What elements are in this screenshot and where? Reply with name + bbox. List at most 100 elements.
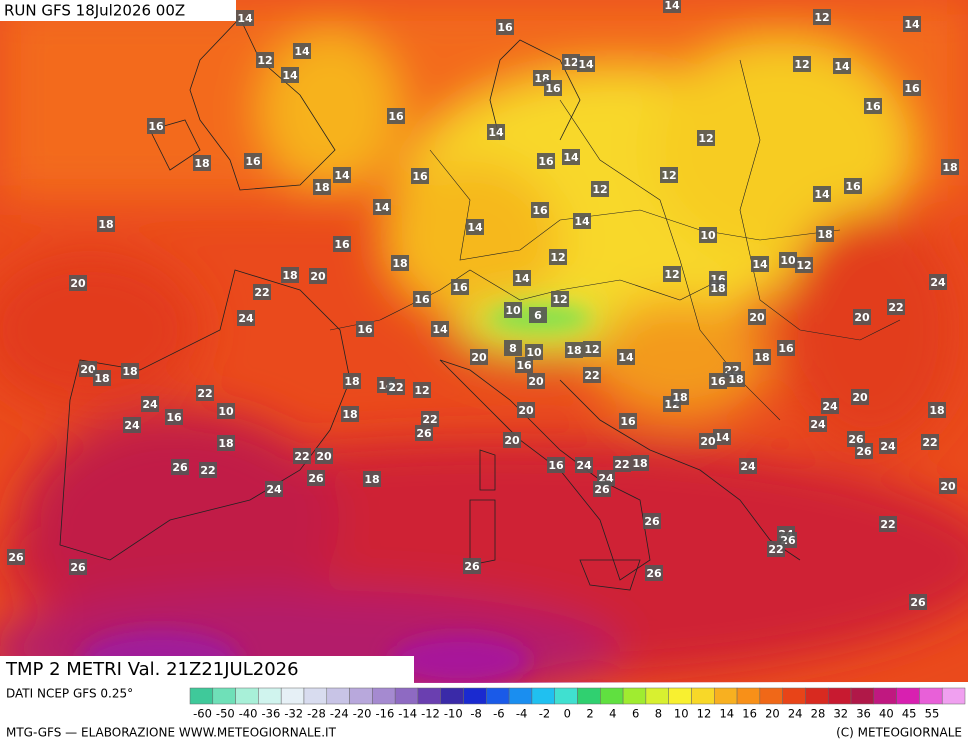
scale-label: 4 <box>609 707 616 721</box>
label-box <box>293 43 311 59</box>
label-box <box>748 309 766 325</box>
temperature-label: 14 <box>467 221 483 234</box>
label-box <box>244 153 262 169</box>
label-box <box>217 403 235 419</box>
temperature-label: 26 <box>848 433 864 446</box>
scale-swatch <box>850 687 875 705</box>
scale-swatch <box>600 687 624 705</box>
temperature-label: 14 <box>834 60 850 73</box>
temperature-label: 16 <box>452 281 468 294</box>
temperature-label: 18 <box>672 391 687 404</box>
scale-swatch <box>736 687 761 705</box>
temperature-label: 20 <box>504 434 520 447</box>
temperature-label: 24 <box>880 440 896 453</box>
temperature-label: 24 <box>266 483 282 496</box>
temperature-label: 24 <box>124 419 140 432</box>
label-box <box>515 357 533 373</box>
label-box <box>93 370 111 386</box>
label-box <box>504 340 522 356</box>
source-label: DATI NCEP GFS 0.25° <box>6 687 133 701</box>
label-box <box>631 455 649 471</box>
temperature-label: 12 <box>550 251 565 264</box>
label-box <box>387 108 405 124</box>
temperature-label: 14 <box>574 215 590 228</box>
label-box <box>341 406 359 422</box>
temperature-label: 26 <box>70 561 86 574</box>
temperature-label: 24 <box>930 276 946 289</box>
label-box <box>565 342 583 358</box>
label-box <box>909 594 927 610</box>
map-title: TMP 2 METRI Val. 21Z21JUL2026 <box>5 659 299 680</box>
scale-swatch <box>691 687 715 705</box>
temperature-label: 26 <box>856 445 872 458</box>
label-box <box>583 367 601 383</box>
label-box <box>253 284 271 300</box>
temperature-label: 12 <box>414 384 429 397</box>
temperature-label: 14 <box>432 323 448 336</box>
label-box <box>887 299 905 315</box>
temperature-label: 10 <box>700 229 716 242</box>
scale-label: 14 <box>719 707 734 721</box>
label-box <box>813 9 831 25</box>
temperature-label: 14 <box>814 188 830 201</box>
label-box <box>391 255 409 271</box>
temperature-label: 26 <box>646 567 662 580</box>
label-box <box>525 344 543 360</box>
label-box <box>671 389 689 405</box>
temperature-label: 26 <box>172 461 188 474</box>
temperature-label: 22 <box>200 464 215 477</box>
temperature-label: 14 <box>664 0 680 12</box>
temperature-label: 22 <box>422 413 437 426</box>
label-box <box>551 291 569 307</box>
temperature-label: 12 <box>584 343 599 356</box>
label-box <box>196 385 214 401</box>
scale-label: -14 <box>398 707 417 721</box>
temperature-label: 20 <box>749 311 765 324</box>
temperature-label: 18 <box>344 375 359 388</box>
scale-label: -60 <box>193 707 212 721</box>
label-box <box>333 167 351 183</box>
label-box <box>451 279 469 295</box>
scale-swatch <box>326 687 350 705</box>
scale-swatch <box>212 687 236 705</box>
label-box <box>281 267 299 283</box>
scale-swatch <box>668 687 692 705</box>
scale-label: 36 <box>856 707 871 721</box>
scale-swatch <box>486 687 510 705</box>
temperature-label: 18 <box>98 218 113 231</box>
label-box <box>529 307 547 323</box>
temperature-label: 20 <box>70 277 86 290</box>
label-box <box>97 216 115 232</box>
temperature-label: 14 <box>294 45 310 58</box>
temperature-label: 16 <box>904 82 920 95</box>
temperature-label: 18 <box>754 351 769 364</box>
scale-label: -28 <box>307 707 326 721</box>
label-box <box>281 67 299 83</box>
label-box <box>517 402 535 418</box>
scale-label: -2 <box>539 707 550 721</box>
scale-label: 55 <box>925 707 940 721</box>
label-box <box>79 361 97 377</box>
label-box <box>713 429 731 445</box>
label-box <box>844 178 862 194</box>
run-label: RUN GFS 18Jul2026 00Z <box>4 2 185 20</box>
temperature-label: 10 <box>526 346 542 359</box>
temperature-label: 20 <box>471 351 487 364</box>
scale-swatch <box>554 687 578 705</box>
label-box <box>709 373 727 389</box>
temperature-label: 18 <box>282 269 297 282</box>
temperature-label: 18 <box>392 257 407 270</box>
scale-swatch <box>782 687 806 705</box>
label-box <box>739 458 757 474</box>
temperature-label: 12 <box>552 293 567 306</box>
label-box <box>237 310 255 326</box>
temperature-label: 18 <box>942 161 957 174</box>
temperature-label: 10 <box>780 254 796 267</box>
temperature-label: 26 <box>416 427 432 440</box>
temperature-label: 24 <box>810 418 826 431</box>
scale-swatch <box>280 687 305 705</box>
temperature-label: 16 <box>148 120 164 133</box>
label-box <box>619 413 637 429</box>
temperature-label: 18 <box>929 404 944 417</box>
